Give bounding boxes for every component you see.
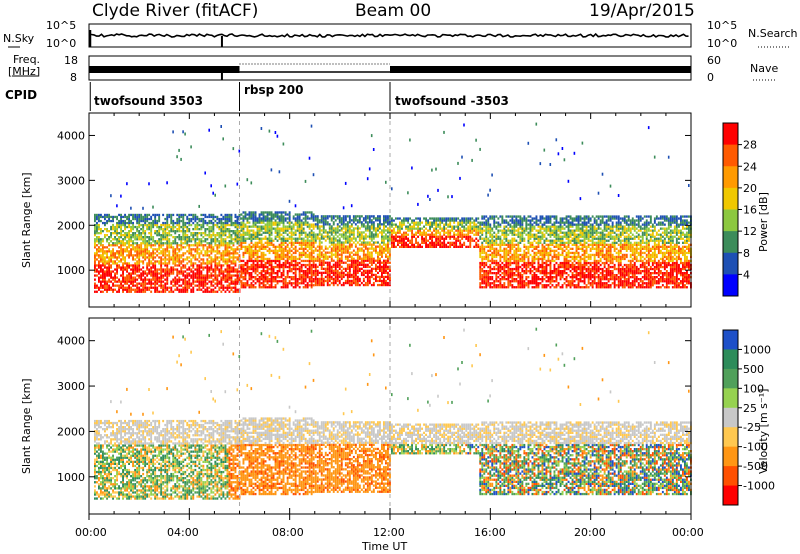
freq-unit-label: [MHz] [8, 65, 41, 78]
power-ylabel: Slant Range [km] [20, 172, 33, 268]
xtick-0: 00:00 [75, 526, 107, 539]
sky-panel-frame [88, 23, 692, 48]
axes-ticks: 1000 2000 3000 4000 1000 2000 3000 4000 [57, 113, 692, 520]
power-colorbar-swatch [723, 144, 738, 167]
power-colorbar-tick-label: 24 [743, 160, 757, 173]
xtick-1: 04:00 [167, 526, 199, 539]
xtick-6: 00:00 [672, 526, 704, 539]
ytick-label: 2000 [57, 425, 85, 438]
nave-tick-top: 60 [707, 54, 721, 67]
freq-series [12, 63, 775, 81]
power-colorbar-swatch [723, 187, 738, 210]
nsky-label: N.Sky [3, 32, 35, 45]
velocity-colorbar-swatch [723, 427, 738, 448]
velocity-colorbar-swatch [723, 485, 738, 506]
velocity-colorbar-tick-label: -100 [743, 441, 768, 454]
cpid-dividers [89, 82, 391, 514]
nsky-line [88, 32, 689, 38]
ytick-label: 3000 [57, 174, 85, 187]
ytick-label: 1000 [57, 471, 85, 484]
freq-tick-bottom: 8 [70, 71, 77, 84]
velocity-colorbar-tick-label: -500 [743, 460, 768, 473]
nave-tick-bottom: 0 [707, 71, 714, 84]
xtick-2: 08:00 [272, 526, 304, 539]
power-colorbar: 28 24 20 16 12 8 4 [722, 122, 757, 297]
freq-tick-top: 18 [64, 54, 78, 67]
sky-series [8, 30, 790, 48]
velocity-colorbar-swatch [723, 466, 738, 487]
xtick-5: 20:00 [574, 526, 606, 539]
cpid-segment-1: twofsound 3503 [94, 94, 203, 108]
power-colorbar-tick-label: 28 [743, 139, 757, 152]
ytick-label: 2000 [57, 219, 85, 232]
power-colorbar-tick-label: 12 [743, 225, 757, 238]
freq-band-2 [390, 66, 691, 73]
power-heatmap [94, 122, 692, 293]
power-colorbar-swatch [723, 231, 738, 254]
velocity-colorbar-tick-label: 25 [743, 402, 757, 415]
power-colorbar-swatch [723, 252, 738, 275]
velocity-colorbar-tick-label: -1000 [743, 480, 775, 493]
cpid-segment-3: twofsound -3503 [395, 94, 509, 108]
velocity-colorbar-label: Velocity [m s⁻¹] [757, 389, 770, 474]
power-colorbar-tick-label: 4 [743, 268, 750, 281]
nsky-tick-top: 10^5 [46, 19, 77, 32]
nsearch-label: N.Search [748, 27, 798, 40]
velocity-colorbar-swatch [723, 349, 738, 370]
beam-title: Beam 00 [355, 1, 432, 21]
velocity-colorbar: 1000 500 100 25 -25 -100 -500 -1000 [722, 329, 775, 506]
power-colorbar-tick-label: 20 [743, 182, 757, 195]
velocity-colorbar-swatch [723, 388, 738, 409]
velocity-colorbar-swatch [723, 368, 738, 389]
freq-band-1 [89, 66, 240, 73]
velocity-colorbar-tick-label: 1000 [743, 343, 771, 356]
station-title: Clyde River (fitACF) [92, 1, 259, 21]
velocity-colorbar-tick-label: -25 [743, 421, 761, 434]
ytick-label: 4000 [57, 335, 85, 348]
velocity-colorbar-swatch [723, 330, 738, 350]
ytick-label: 4000 [57, 129, 85, 142]
date-title: 19/Apr/2015 [589, 1, 695, 21]
velocity-colorbar-swatch [723, 446, 738, 467]
velocity-colorbar-tick-label: 100 [743, 382, 764, 395]
nsearch-tick-top: 10^5 [707, 19, 738, 32]
xtick-4: 16:00 [474, 526, 506, 539]
velocity-heatmap [94, 327, 692, 500]
power-colorbar-swatch [723, 166, 738, 189]
velocity-colorbar-tick-label: 500 [743, 363, 764, 376]
power-colorbar-swatch [723, 123, 738, 146]
xtick-3: 12:00 [373, 526, 405, 539]
power-colorbar-swatch [723, 274, 738, 297]
cpid-label: CPID [5, 88, 38, 102]
ytick-label: 1000 [57, 264, 85, 277]
velocity-ylabel: Slant Range [km] [20, 378, 33, 474]
nsearch-tick-bottom: 10^0 [707, 37, 738, 50]
nsky-tick-bottom: 10^0 [46, 37, 77, 50]
nave-label: Nave [750, 62, 779, 75]
power-colorbar-swatch [723, 209, 738, 232]
velocity-colorbar-frame [722, 329, 739, 506]
power-colorbar-label: Power [dB] [757, 192, 770, 252]
freq-label: Freq. [13, 53, 41, 66]
ytick-label: 3000 [57, 380, 85, 393]
cpid-segment-2: rbsp 200 [244, 83, 304, 97]
power-colorbar-tick-label: 8 [743, 247, 750, 260]
velocity-colorbar-swatch [723, 407, 738, 428]
power-colorbar-tick-label: 16 [743, 204, 757, 217]
xaxis-label: Time UT [362, 540, 408, 553]
